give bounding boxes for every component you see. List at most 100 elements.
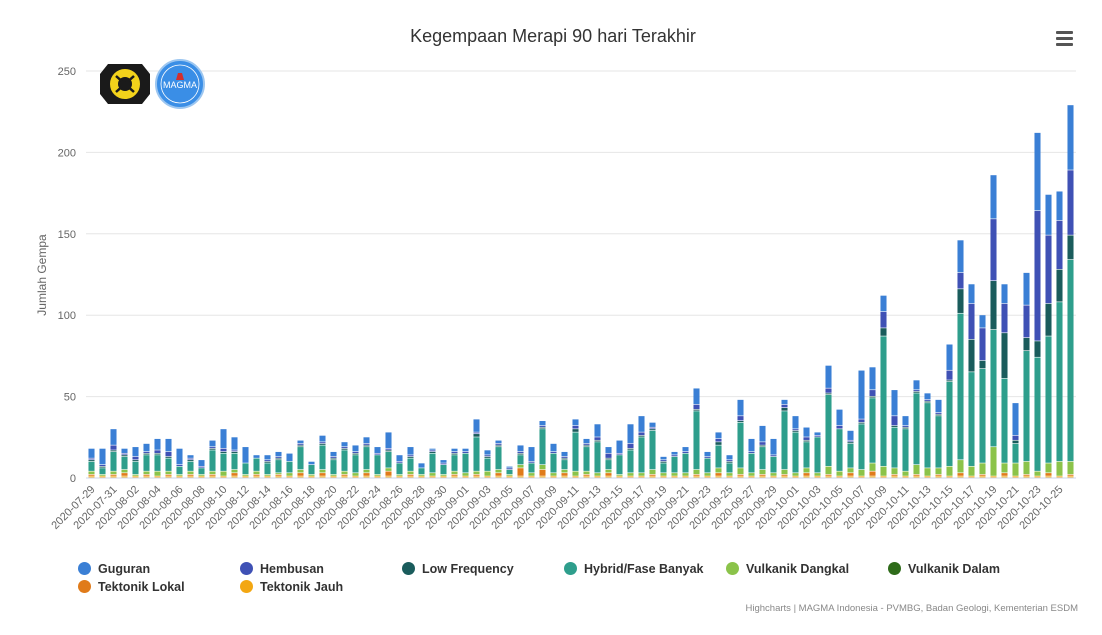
bar-segment bbox=[242, 474, 249, 476]
legend-dot bbox=[726, 562, 739, 575]
legend-label: Vulkanik Dalam bbox=[908, 562, 1000, 576]
legend-item-guguran[interactable]: Guguran bbox=[78, 562, 150, 580]
bar-segment bbox=[880, 328, 887, 336]
bar-segment bbox=[616, 476, 623, 478]
bar-segment bbox=[847, 468, 854, 473]
bar-segment bbox=[814, 476, 821, 478]
bar-segment bbox=[990, 219, 997, 281]
bar-segment bbox=[704, 456, 711, 458]
bar-segment bbox=[484, 456, 491, 458]
bar-segment bbox=[187, 455, 194, 458]
bar-segment bbox=[693, 474, 700, 476]
legend-dot bbox=[564, 562, 577, 575]
bar-segment bbox=[814, 432, 821, 436]
bar-segment bbox=[572, 476, 579, 478]
y-axis-label: Jumlah Gempa bbox=[35, 234, 49, 316]
bar-segment bbox=[1067, 235, 1074, 260]
bar-segment bbox=[121, 448, 128, 453]
hamburger-menu-icon[interactable] bbox=[1052, 28, 1078, 50]
bar-segment bbox=[902, 416, 909, 426]
bar-segment bbox=[352, 445, 359, 452]
bar-segment bbox=[1067, 259, 1074, 462]
bar-segment bbox=[275, 474, 282, 476]
legend-item-hybrid[interactable]: Hybrid/Fase Banyak bbox=[564, 562, 704, 580]
y-tick-label: 100 bbox=[58, 310, 76, 322]
bar-segment bbox=[187, 460, 194, 462]
bar-segment bbox=[902, 429, 909, 471]
bar-segment bbox=[660, 460, 667, 462]
bar-segment bbox=[385, 448, 392, 450]
bar-segment bbox=[231, 437, 238, 450]
bar-segment bbox=[297, 476, 304, 478]
bar-segment bbox=[836, 425, 843, 429]
bar-segment bbox=[561, 460, 568, 470]
bar-segment bbox=[869, 367, 876, 390]
bar-segment bbox=[187, 461, 194, 471]
legend-item-vulkanik-dalam[interactable]: Vulkanik Dalam bbox=[888, 562, 1000, 580]
bar-segment bbox=[891, 427, 898, 468]
legend-item-tektonik-jauh[interactable]: Tektonik Jauh bbox=[240, 580, 343, 598]
bar-segment bbox=[209, 440, 216, 447]
bar-segment bbox=[385, 432, 392, 449]
legend-item-low-frequency[interactable]: Low Frequency bbox=[402, 562, 514, 580]
bar-segment bbox=[979, 463, 986, 475]
bar-segment bbox=[352, 476, 359, 478]
bar-segment bbox=[880, 295, 887, 312]
bar-segment bbox=[616, 455, 623, 475]
bar-segment bbox=[341, 471, 348, 475]
bar-segment bbox=[352, 453, 359, 455]
bar-segment bbox=[220, 453, 227, 471]
bar-segment bbox=[242, 476, 249, 478]
bar-segment bbox=[759, 474, 766, 476]
bar-segment bbox=[297, 469, 304, 473]
bar-segment bbox=[539, 469, 546, 476]
bar-segment bbox=[154, 438, 161, 450]
bar-segment bbox=[528, 461, 535, 463]
bar-segment bbox=[264, 476, 271, 478]
bar-segment bbox=[704, 473, 711, 476]
bar-segment bbox=[638, 416, 645, 432]
bar-segment bbox=[187, 474, 194, 476]
legend-item-vulkanik-dangkal[interactable]: Vulkanik Dangkal bbox=[726, 562, 849, 580]
bar-segment bbox=[275, 456, 282, 458]
bar-segment bbox=[462, 473, 469, 476]
bar-segment bbox=[902, 427, 909, 429]
bar-segment bbox=[858, 476, 865, 478]
bar-segment bbox=[352, 473, 359, 476]
bar-segment bbox=[231, 453, 238, 470]
bar-segment bbox=[660, 456, 667, 460]
bar-segment bbox=[132, 461, 139, 475]
legend-item-tektonik-lokal[interactable]: Tektonik Lokal bbox=[78, 580, 185, 598]
bar-segment bbox=[418, 474, 425, 476]
bar-segment bbox=[693, 469, 700, 475]
bar-segment bbox=[627, 473, 634, 476]
bar-segment bbox=[715, 442, 722, 445]
bar-segment bbox=[638, 473, 645, 476]
bar-segment bbox=[99, 476, 106, 478]
credits[interactable]: Highcharts | MAGMA Indonesia - PVMBG, Ba… bbox=[745, 603, 1078, 614]
bar-segment bbox=[781, 411, 788, 470]
legend-item-hembusan[interactable]: Hembusan bbox=[240, 562, 324, 580]
bar-segment bbox=[528, 476, 535, 478]
bar-segment bbox=[363, 476, 370, 478]
bar-segment bbox=[286, 453, 293, 462]
bar-segment bbox=[583, 447, 590, 471]
bar-segment bbox=[88, 458, 95, 460]
bar-segment bbox=[462, 451, 469, 453]
bar-segment bbox=[165, 458, 172, 471]
bar-segment bbox=[660, 461, 667, 463]
bar-segment bbox=[176, 474, 183, 476]
bar-segment bbox=[847, 430, 854, 440]
bar-segment bbox=[352, 455, 359, 473]
bar-segment bbox=[825, 365, 832, 388]
bar-segment bbox=[330, 460, 337, 475]
bar-segment bbox=[649, 469, 656, 475]
bar-segment bbox=[803, 473, 810, 476]
bar-segment bbox=[187, 476, 194, 478]
bar-segment bbox=[264, 460, 271, 462]
bar-segment bbox=[737, 421, 744, 423]
bar-segment bbox=[165, 471, 172, 475]
bar-segment bbox=[275, 451, 282, 457]
bar-segment bbox=[1067, 461, 1074, 475]
bar-segment bbox=[891, 474, 898, 476]
